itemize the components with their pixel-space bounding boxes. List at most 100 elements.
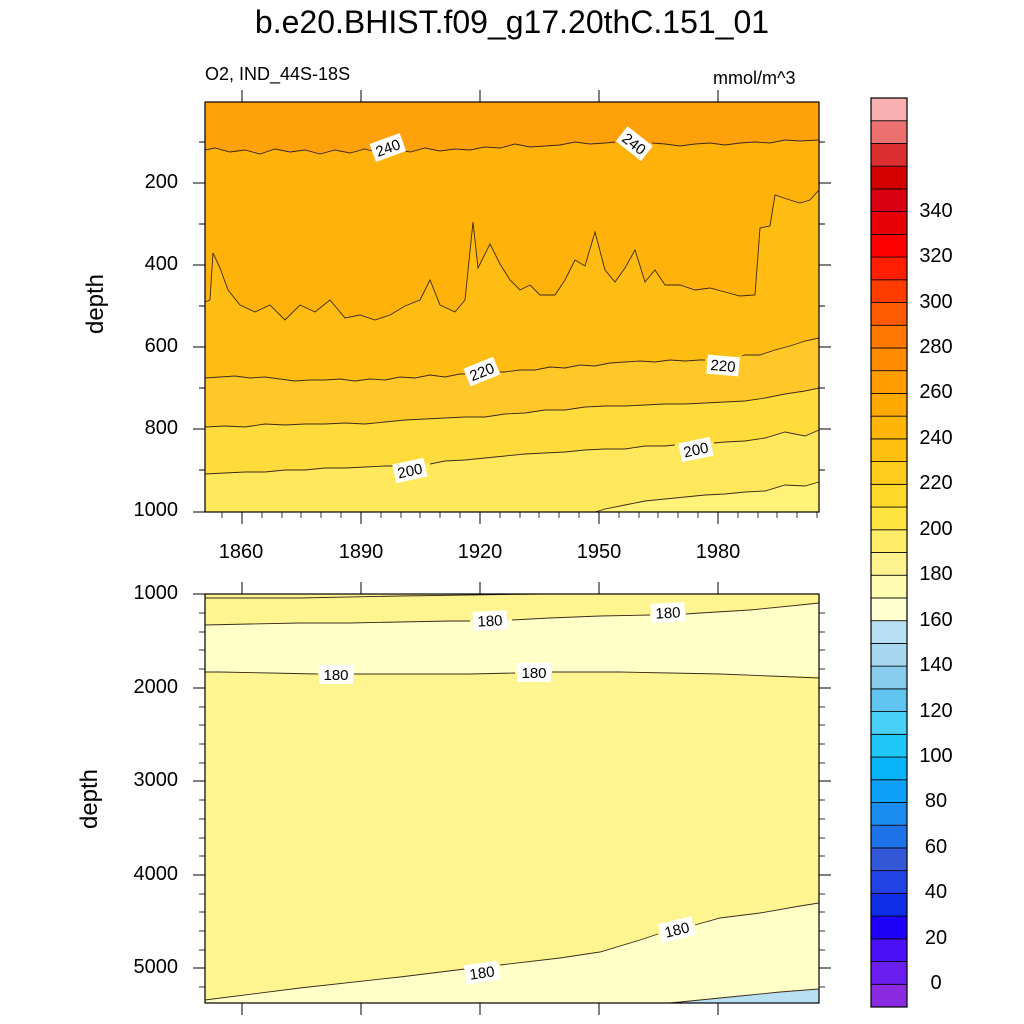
contour-label: 180 — [472, 610, 508, 631]
contour-line-190-top — [205, 593, 541, 599]
fill-band-190 — [595, 482, 819, 512]
lower-minor-ticks — [199, 612, 825, 988]
upper-minor-ticks — [221, 512, 818, 518]
colorbar-label: 140 — [919, 654, 953, 677]
colorbar-label: 260 — [919, 381, 953, 404]
upper-plot-frame — [204, 101, 820, 513]
contour-line-170 — [669, 988, 820, 1004]
colorbar-swatch — [870, 824, 908, 849]
colorbar-label: 220 — [919, 472, 953, 495]
lower-tick-marks — [193, 582, 831, 1015]
upper-y-tick: 800 — [144, 417, 178, 439]
colorbar-swatch — [870, 665, 908, 690]
lower-y-tick: 2000 — [133, 676, 179, 698]
upper-tick-marks — [193, 90, 831, 524]
contour-label: 180 — [463, 960, 501, 985]
colorbar-swatch — [870, 529, 908, 553]
colorbar-swatch — [870, 779, 908, 803]
colorbar-label: 180 — [919, 563, 953, 586]
svg-text:180: 180 — [477, 612, 503, 630]
contour-label: 180 — [517, 663, 551, 682]
colorbar-swatch — [870, 415, 908, 440]
colorbar-swatch — [870, 961, 908, 985]
colorbar-label: 160 — [919, 608, 953, 631]
colorbar-swatch — [870, 211, 908, 235]
upper-y-tick: 400 — [144, 253, 178, 275]
svg-text:180: 180 — [663, 919, 691, 942]
left-subtitle: O2, IND_44S-18S — [205, 64, 351, 84]
contour-line-190 — [594, 481, 820, 513]
colorbar-swatch — [870, 120, 908, 144]
colorbar-swatch — [870, 324, 908, 349]
upper-contour-lines — [204, 139, 820, 513]
upper-panel: 240 240 220 220 200 200 — [193, 90, 831, 524]
lower-y-tick: 1000 — [133, 582, 179, 604]
colorbar-label: 300 — [919, 290, 953, 313]
contour-line-180-a — [204, 602, 820, 626]
colorbar-swatch — [870, 393, 908, 417]
colorbar-swatch — [870, 733, 908, 758]
contour-line-240 — [204, 139, 820, 155]
svg-text:180: 180 — [655, 604, 681, 622]
upper-y-tick: 1000 — [133, 499, 179, 521]
contour-label: 200 — [392, 457, 428, 484]
svg-text:180: 180 — [468, 963, 495, 983]
colorbar-swatch — [870, 847, 908, 872]
lower-y-tick: 5000 — [133, 956, 179, 978]
svg-text:180: 180 — [521, 665, 546, 682]
colorbar — [870, 97, 908, 1008]
colorbar-frame — [870, 97, 908, 1008]
colorbar-label: 340 — [919, 199, 953, 222]
colorbar-swatch — [870, 461, 908, 485]
lower-y-tick: 3000 — [133, 769, 179, 791]
chart-title: b.e20.BHIST.f09_g17.20thC.151_01 — [254, 4, 770, 40]
contour-label: 200 — [678, 436, 714, 463]
colorbar-swatch — [870, 802, 908, 826]
colorbar-label: 120 — [919, 699, 953, 722]
colorbar-swatch — [870, 597, 908, 622]
x-tick: 1920 — [457, 541, 503, 563]
fill-band-200 — [205, 430, 819, 512]
colorbar-label: 100 — [919, 745, 953, 768]
x-tick: 1890 — [338, 541, 384, 563]
x-tick: 1860 — [218, 541, 264, 563]
contour-label: 180 — [650, 602, 686, 623]
colorbar-swatch — [870, 347, 908, 372]
svg-text:200: 200 — [682, 440, 710, 462]
colorbar-swatch — [870, 506, 908, 531]
upper-y-tick: 200 — [144, 171, 178, 193]
colorbar-swatch — [870, 915, 908, 940]
fill-band-190-toprow — [205, 594, 819, 598]
upper-y-tick: 600 — [144, 335, 178, 357]
colorbar-swatch — [870, 256, 908, 281]
contour-line-210 — [204, 387, 820, 428]
colorbar-swatch — [870, 643, 908, 667]
contour-line-220 — [204, 337, 820, 382]
lower-y-tick: 4000 — [133, 863, 179, 885]
colorbar-swatch — [870, 438, 908, 463]
fill-band-180-bottom — [205, 903, 819, 1003]
units-label: mmol/m^3 — [713, 68, 796, 88]
svg-text:180: 180 — [323, 667, 348, 684]
colorbar-swatch — [870, 892, 908, 917]
svg-text:200: 200 — [396, 461, 424, 483]
colorbar-swatch — [870, 552, 908, 576]
lower-contour-lines — [204, 593, 820, 1004]
x-tick: 1950 — [576, 541, 622, 563]
colorbar-label: 80 — [924, 790, 948, 813]
colorbar-swatch — [870, 143, 908, 167]
colorbar-swatch — [870, 938, 908, 962]
colorbar-label: 0 — [930, 972, 942, 995]
colorbar-swatch — [870, 620, 908, 644]
svg-text:220: 220 — [710, 357, 736, 376]
x-tick: 1980 — [695, 541, 741, 563]
contour-label: 180 — [658, 916, 696, 943]
lower-plot-frame — [204, 593, 820, 1004]
colorbar-label: 240 — [919, 426, 953, 449]
colorbar-swatch — [870, 188, 908, 213]
colorbar-swatch — [870, 870, 908, 894]
contour-line-180-c — [204, 902, 820, 1001]
colorbar-swatch — [870, 711, 908, 735]
colorbar-swatch — [870, 756, 908, 781]
